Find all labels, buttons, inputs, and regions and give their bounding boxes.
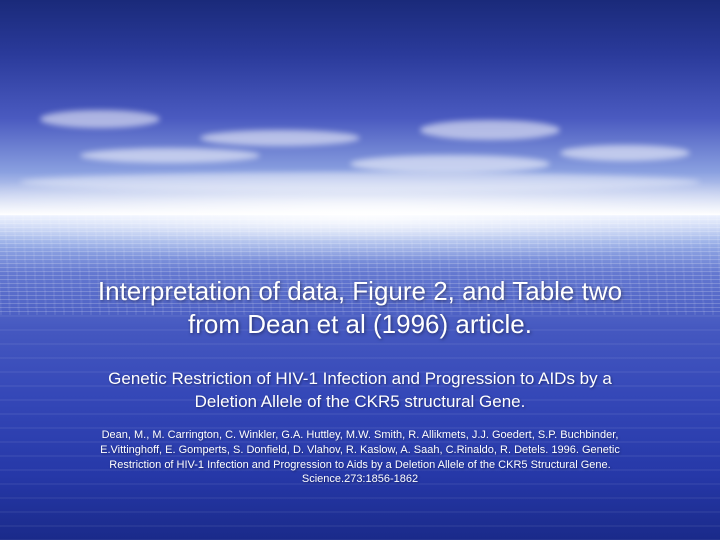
slide-subtitle: Genetic Restriction of HIV-1 Infection a… — [0, 368, 720, 428]
slide-citation: Dean, M., M. Carrington, C. Winkler, G.A… — [0, 428, 720, 487]
slide: Interpretation of data, Figure 2, and Ta… — [0, 0, 720, 540]
content-area: Interpretation of data, Figure 2, and Ta… — [0, 0, 720, 487]
slide-title: Interpretation of data, Figure 2, and Ta… — [0, 275, 720, 368]
